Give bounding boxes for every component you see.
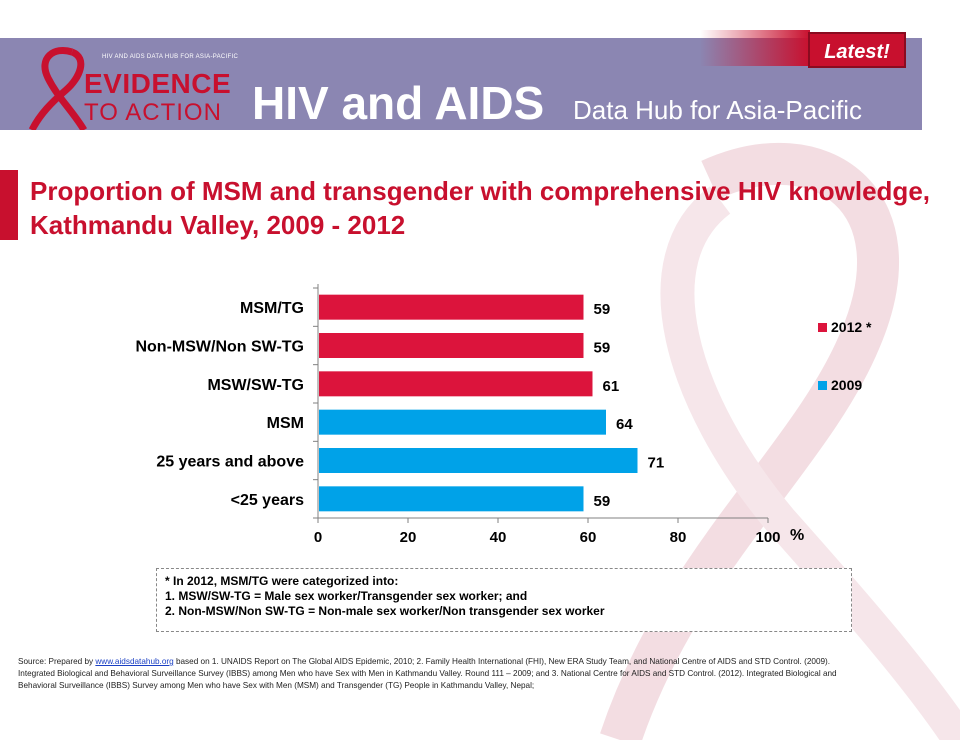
legend-swatch-2012	[818, 323, 827, 332]
logo-text-evidence: EVIDENCE	[84, 68, 232, 99]
x-axis-label: %	[790, 527, 804, 544]
bar-non-msw-non-sw-tg	[319, 333, 584, 358]
bar-msw-sw-tg	[319, 371, 593, 397]
category-label: MSM/TG	[240, 300, 304, 317]
data-label: 59	[594, 301, 611, 318]
x-tick-label: 20	[400, 529, 417, 546]
legend-label: 2009	[831, 377, 862, 393]
bar-chart-svg: MSM/TG 59 Non-MSW/Non SW-TG 59 MSW/SW-TG 61 MS…	[135, 284, 872, 546]
note-line-1: * In 2012, MSM/TG were categorized into:	[165, 574, 399, 588]
bar--25-years	[319, 486, 584, 512]
source-link[interactable]: www.aidsdatahub.org	[95, 657, 174, 666]
slide-title: Proportion of MSM and transgender with c…	[30, 176, 930, 240]
latest-badge-button[interactable]: Latest!	[808, 32, 906, 68]
bar-25-years-and-above	[319, 448, 638, 473]
note-line-2: 1. MSW/SW-TG = Male sex worker/Transgend…	[165, 589, 528, 603]
legend-swatch-2009	[818, 381, 827, 390]
category-label: 25 years and above	[156, 454, 304, 471]
note-line-3: 2. Non-MSW/Non SW-TG = Non-male sex work…	[165, 604, 605, 618]
header-title: HIV and AIDS	[252, 77, 545, 129]
x-tick-label: 100	[755, 529, 780, 546]
logo-caption: HIV AND AIDS DATA HUB FOR ASIA-PACIFIC	[102, 54, 239, 60]
bar-chart: MSM/TG 59 Non-MSW/Non SW-TG 59 MSW/SW-TG 61 MS…	[0, 270, 960, 560]
bar-msm-tg	[319, 294, 584, 320]
category-label: Non-MSW/Non SW-TG	[135, 339, 304, 356]
red-ribbon-icon	[28, 47, 88, 130]
x-tick-label: 60	[580, 529, 597, 546]
source-prefix: Source: Prepared by	[18, 657, 96, 666]
logo-text-to-action: TO ACTION	[84, 99, 222, 126]
bar-msm	[319, 409, 606, 435]
x-tick-label: 0	[314, 529, 322, 546]
evidence-to-action-logo[interactable]: HIV AND AIDS DATA HUB FOR ASIA-PACIFIC E…	[14, 44, 244, 130]
source-text: based on 1. UNAIDS Report on The Global …	[18, 657, 837, 690]
x-tick-label: 40	[490, 529, 507, 546]
latest-fade-decoration	[700, 30, 810, 66]
legend-label: 2012 *	[831, 319, 872, 335]
categorization-note: * In 2012, MSM/TG were categorized into:…	[156, 568, 852, 632]
data-label: 59	[594, 493, 611, 510]
data-label: 59	[594, 340, 611, 357]
category-label: <25 years	[231, 492, 305, 509]
data-label: 64	[616, 416, 633, 433]
category-label: MSW/SW-TG	[207, 377, 304, 394]
category-label: MSM	[267, 415, 304, 432]
x-tick-label: 80	[670, 529, 687, 546]
title-accent-bar	[0, 170, 18, 240]
source-citation: Source: Prepared by www.aidsdatahub.org …	[18, 656, 848, 692]
data-label: 61	[603, 378, 620, 395]
header-subtitle: Data Hub for Asia-Pacific	[573, 95, 863, 125]
data-label: 71	[648, 455, 665, 472]
